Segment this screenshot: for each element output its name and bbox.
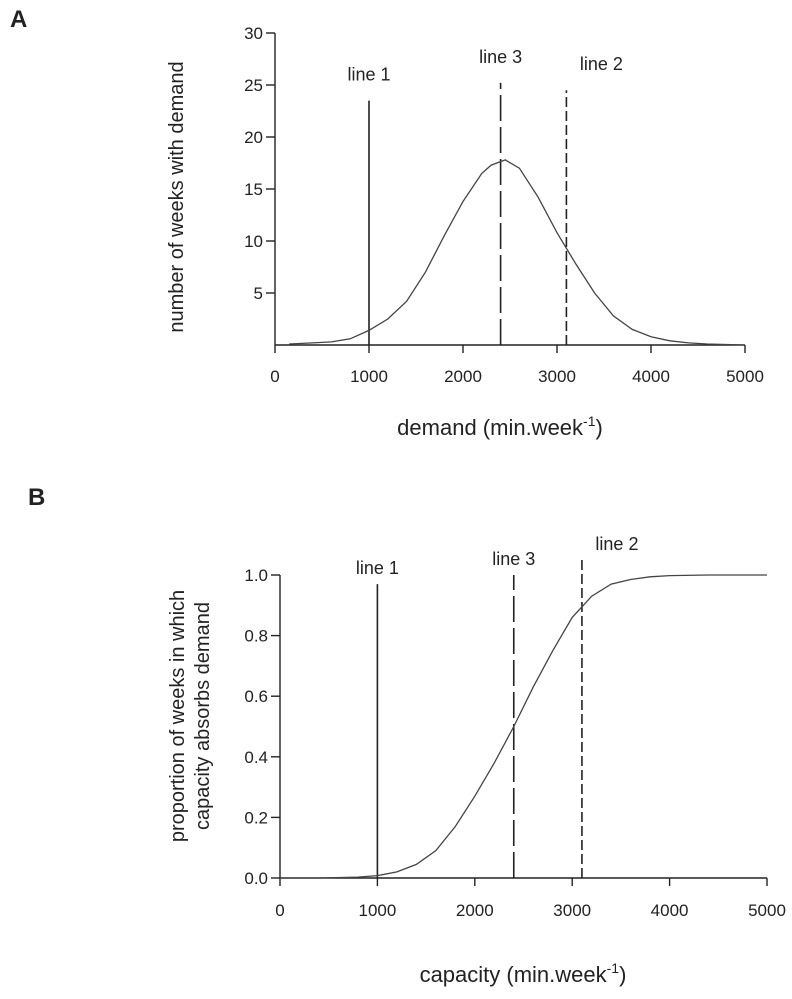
reference-line-label: line 2 <box>595 534 638 554</box>
series-line-b <box>280 574 767 879</box>
x-tick-label-a: 5000 <box>726 367 764 386</box>
y-tick-label-a: 30 <box>244 24 263 43</box>
x-tick-label-b: 5000 <box>748 901 786 920</box>
x-tick-label-a: 4000 <box>632 367 670 386</box>
x-tick-label-a: 1000 <box>350 367 388 386</box>
y-tick-label-b: 0.8 <box>244 627 268 646</box>
x-ticks-b: 0 1000 2000 3000 4000 5000 <box>275 878 786 920</box>
y-tick-label-b: 0.2 <box>244 808 268 827</box>
reference-line-label: line 3 <box>479 47 522 67</box>
x-tick-label-b: 0 <box>275 901 284 920</box>
y-tick-label-a: 25 <box>244 76 263 95</box>
x-tick-label-b: 4000 <box>651 901 689 920</box>
x-tick-label-a: 3000 <box>538 367 576 386</box>
reference-line-label: line 1 <box>347 65 390 85</box>
reference-lines-a: line 1 line 3 line 2 <box>347 47 623 345</box>
y-tick-label-a: 20 <box>244 128 263 147</box>
y-tick-label-b: 0.6 <box>244 687 268 706</box>
y-axis-title-b-line1: proportion of weeks in which <box>167 590 189 842</box>
y-tick-label-b: 0.0 <box>244 869 268 888</box>
reference-line-label: line 3 <box>492 549 535 569</box>
panel-label-b: B <box>28 484 45 511</box>
reference-line-label: line 2 <box>580 54 623 74</box>
x-tick-label-b: 2000 <box>456 901 494 920</box>
series-line-a <box>289 159 746 346</box>
y-tick-label-a: 15 <box>244 180 263 199</box>
y-tick-label-a: 5 <box>254 284 263 303</box>
y-ticks-a: 5 10 15 20 25 30 <box>244 24 275 303</box>
x-tick-label-a: 0 <box>270 367 279 386</box>
chart-panel-b: 0.0 0.2 0.4 0.6 0.8 1.0 0 1000 2000 3000 4000 5000… <box>167 534 786 987</box>
x-tick-label-b: 1000 <box>358 901 396 920</box>
y-tick-label-a: 10 <box>244 232 263 251</box>
x-axis-title-a: demand (min.week-1) <box>397 413 603 440</box>
chart-panel-a: 5 10 15 20 25 30 0 1000 2000 3000 4000 5000 line 1… <box>166 24 764 440</box>
reference-line-label: line 1 <box>356 558 399 578</box>
x-axis-title-b: capacity (min.week-1) <box>420 960 627 987</box>
y-tick-label-b: 0.4 <box>244 748 268 767</box>
x-ticks-a: 0 1000 2000 3000 4000 5000 <box>270 345 764 386</box>
reference-lines-b: line 1 line 3 line 2 <box>356 534 638 878</box>
y-axis-title-b-line2: capacity absorbs demand <box>192 602 214 830</box>
x-tick-label-b: 3000 <box>553 901 591 920</box>
y-tick-label-b: 1.0 <box>244 566 268 585</box>
x-tick-label-a: 2000 <box>444 367 482 386</box>
y-ticks-b: 0.0 0.2 0.4 0.6 0.8 1.0 <box>244 566 280 888</box>
panel-label-a: A <box>10 6 27 33</box>
y-axis-title-a: number of weeks with demand <box>166 61 188 332</box>
